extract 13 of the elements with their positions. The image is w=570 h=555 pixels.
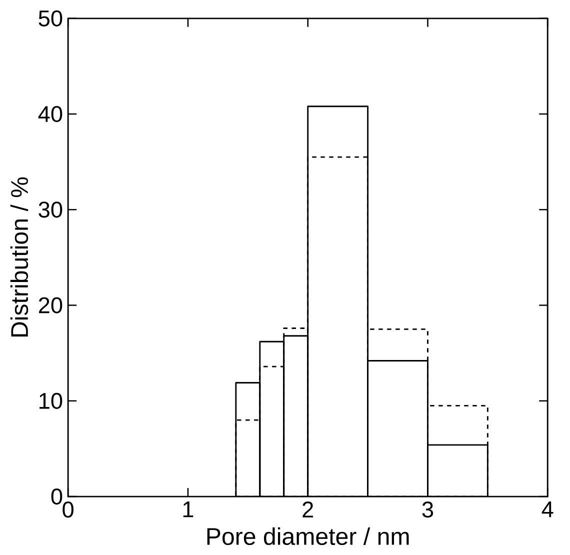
x-tick-label: 4 xyxy=(542,501,554,517)
y-tick-label: 0 xyxy=(51,488,62,504)
x-axis-title: Pore diameter / nm xyxy=(207,527,409,545)
y-tick-label: 40 xyxy=(38,106,62,122)
x-tick-label: 2 xyxy=(302,501,314,518)
x-tick-label: 1 xyxy=(183,501,194,517)
y-tick-label: 50 xyxy=(38,10,62,26)
y-axis-title: Distribution / % xyxy=(10,177,28,336)
y-tick-label: 20 xyxy=(38,297,62,314)
y-tick-label: 30 xyxy=(38,201,62,218)
x-tick-label: 0 xyxy=(62,501,74,518)
x-tick-label: 3 xyxy=(422,501,434,518)
y-tick-label: 10 xyxy=(40,392,62,409)
